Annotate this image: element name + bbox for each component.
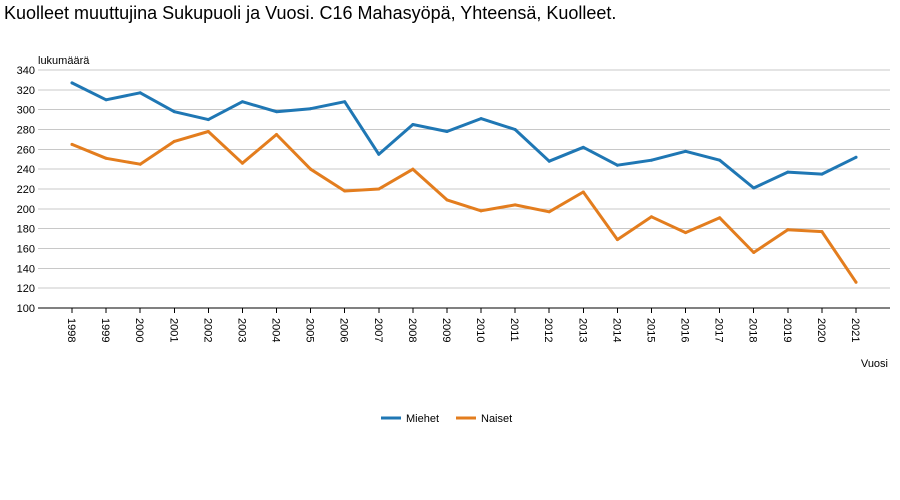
- x-tick-label: 2006: [338, 318, 350, 342]
- x-tick-label: 2000: [133, 318, 145, 342]
- legend-label: Miehet: [406, 413, 439, 425]
- data-point: [615, 163, 619, 167]
- data-point: [411, 123, 415, 127]
- x-tick-label: 2010: [474, 318, 486, 342]
- x-tick-label: 2018: [747, 318, 759, 342]
- x-tick-label: 2002: [201, 318, 213, 342]
- y-tick-label: 160: [17, 244, 35, 256]
- x-axis-title: Vuosi: [861, 358, 888, 370]
- data-point: [445, 129, 449, 133]
- y-tick-label: 240: [17, 164, 35, 176]
- data-point: [547, 159, 551, 163]
- x-tick-label: 2008: [406, 318, 418, 342]
- data-point: [513, 128, 517, 131]
- series-lines: [70, 81, 858, 284]
- series-line-naiset: [70, 130, 858, 284]
- data-point: [854, 155, 858, 159]
- y-tick-label: 180: [17, 224, 35, 236]
- x-axis-ticks: 1998 1999 2000 2001 2002 2003 2004 2005 2006 2007…: [65, 308, 861, 342]
- y-axis-title: lukumäärä: [38, 55, 90, 67]
- x-tick-label: 2011: [508, 318, 520, 342]
- y-axis-ticks: 100 120 140 160 180 200 220 240 260 280 300 320 340: [17, 65, 35, 315]
- x-tick-label: 2019: [781, 318, 793, 342]
- x-tick-label: 2009: [440, 318, 452, 342]
- legend: Miehet Naiset: [381, 413, 512, 425]
- x-tick-label: 2020: [815, 318, 827, 342]
- x-tick-label: 2001: [167, 318, 179, 342]
- y-tick-label: 100: [17, 303, 35, 315]
- y-tick-label: 320: [17, 85, 35, 97]
- data-point: [718, 216, 722, 220]
- data-point: [240, 161, 244, 165]
- data-point: [275, 110, 279, 114]
- y-tick-label: 260: [17, 144, 35, 156]
- data-point: [377, 152, 381, 156]
- x-tick-label: 2007: [372, 318, 384, 342]
- data-point: [479, 117, 483, 121]
- chart-title: Kuolleet muuttujina Sukupuoli ja Vuosi. …: [4, 3, 617, 23]
- data-point: [240, 100, 244, 104]
- x-tick-label: 1999: [99, 318, 111, 342]
- data-point: [445, 198, 449, 202]
- data-point: [138, 162, 142, 166]
- y-tick-label: 280: [17, 125, 35, 137]
- data-point: [104, 98, 108, 102]
- data-point: [513, 203, 517, 207]
- x-tick-label: 2016: [679, 318, 691, 342]
- data-point: [684, 231, 688, 235]
- data-point: [854, 280, 858, 284]
- data-point: [786, 228, 790, 232]
- series-line-miehet: [70, 81, 858, 190]
- data-point: [343, 189, 347, 193]
- x-tick-label: 2021: [849, 318, 861, 342]
- data-point: [684, 149, 688, 153]
- data-point: [172, 110, 176, 114]
- y-tick-label: 200: [17, 204, 35, 216]
- data-point: [309, 167, 313, 171]
- x-tick-label: 2004: [270, 318, 282, 342]
- x-tick-label: 2003: [235, 318, 247, 342]
- data-point: [718, 158, 722, 162]
- legend-label: Naiset: [481, 413, 512, 425]
- data-point: [172, 139, 176, 143]
- x-tick-label: 2017: [713, 318, 725, 342]
- data-point: [649, 215, 653, 219]
- data-point: [275, 132, 279, 136]
- data-point: [479, 209, 483, 213]
- y-tick-label: 140: [17, 263, 35, 275]
- data-point: [649, 158, 653, 162]
- data-point: [615, 238, 619, 242]
- x-tick-label: 2012: [542, 318, 554, 342]
- data-point: [581, 145, 585, 149]
- x-tick-label: 2005: [304, 318, 316, 342]
- data-point: [547, 210, 551, 214]
- data-point: [138, 91, 142, 95]
- data-point: [206, 118, 210, 122]
- data-point: [752, 250, 756, 254]
- data-point: [820, 230, 824, 234]
- data-point: [309, 107, 313, 111]
- x-tick-label: 2013: [576, 318, 588, 342]
- data-point: [377, 187, 381, 191]
- x-tick-label: 2015: [644, 318, 656, 342]
- y-tick-label: 340: [17, 65, 35, 77]
- data-point: [343, 100, 347, 104]
- y-tick-label: 300: [17, 105, 35, 117]
- y-tick-label: 120: [17, 283, 35, 295]
- data-point: [70, 142, 74, 146]
- data-point: [411, 167, 415, 171]
- y-tick-label: 220: [17, 184, 35, 196]
- data-point: [581, 190, 585, 194]
- data-point: [786, 170, 790, 174]
- data-point: [206, 129, 210, 133]
- data-point: [104, 156, 108, 160]
- data-point: [820, 172, 824, 176]
- data-point: [752, 186, 756, 190]
- x-tick-label: 2014: [610, 318, 622, 342]
- data-point: [70, 81, 74, 85]
- x-tick-label: 1998: [65, 318, 77, 342]
